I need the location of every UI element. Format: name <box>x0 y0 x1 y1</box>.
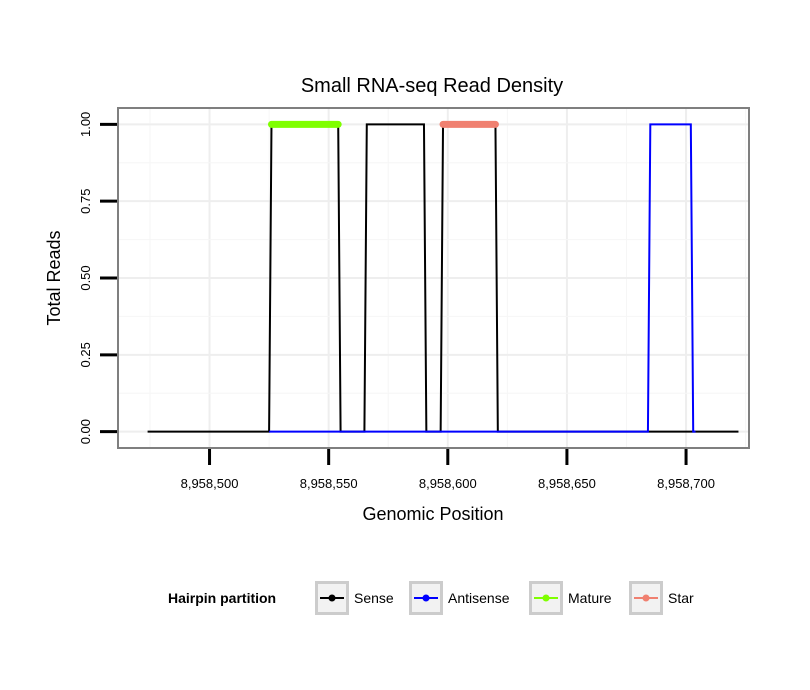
series-lines <box>147 120 739 433</box>
x-tick-label: 8,958,500 <box>181 476 239 491</box>
legend-key-point <box>542 594 550 602</box>
y-axis: 0.00 0.25 0.50 0.75 1.00 <box>78 112 117 444</box>
legend-key-point <box>422 594 430 602</box>
legend: Hairpin partition Sense Antisense Mature… <box>168 581 694 615</box>
x-tick-label: 8,958,650 <box>538 476 596 491</box>
legend-label-sense: Sense <box>354 590 394 606</box>
legend-title: Hairpin partition <box>168 590 276 606</box>
legend-label-star: Star <box>668 590 694 606</box>
legend-label-antisense: Antisense <box>448 590 510 606</box>
y-tick-label: 0.75 <box>78 189 93 214</box>
y-tick-label: 0.25 <box>78 342 93 367</box>
x-tick-label: 8,958,550 <box>300 476 358 491</box>
y-tick-label: 0.00 <box>78 419 93 444</box>
x-axis: 8,958,500 8,958,550 8,958,600 8,958,650 8,95… <box>181 449 715 491</box>
chart-title: Small RNA-seq Read Density <box>301 75 563 97</box>
y-axis-label: Total Reads <box>44 230 64 325</box>
legend-keys <box>315 581 663 615</box>
grid-lines <box>119 109 748 447</box>
x-axis-label: Genomic Position <box>362 504 503 524</box>
plot-panel-border <box>117 107 750 449</box>
legend-label-mature: Mature <box>568 590 612 606</box>
series-line-antisense <box>269 123 696 433</box>
legend-key-point <box>642 594 650 602</box>
x-tick-label: 8,958,600 <box>419 476 477 491</box>
x-tick-label: 8,958,700 <box>657 476 715 491</box>
legend-key-point <box>328 594 336 602</box>
y-tick-label: 1.00 <box>78 112 93 137</box>
y-tick-label: 0.50 <box>78 265 93 290</box>
